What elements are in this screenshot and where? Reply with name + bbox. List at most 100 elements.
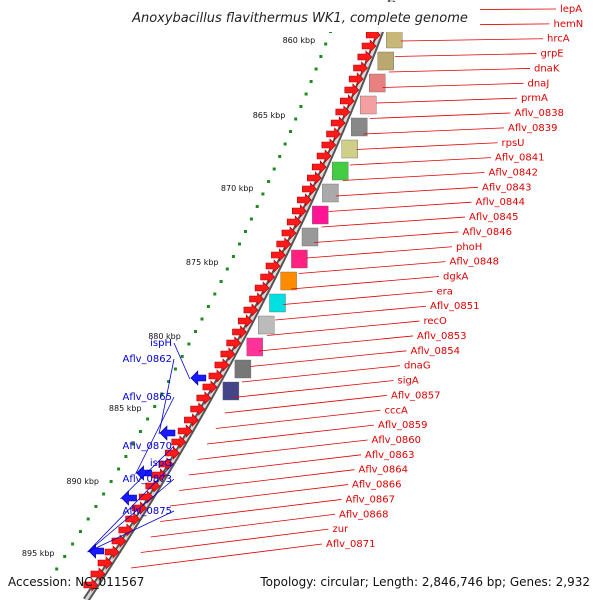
tick-dot (289, 130, 292, 133)
forward-gene-arrow (335, 105, 351, 119)
label-leader (349, 157, 492, 166)
tick-dot (278, 155, 282, 158)
forward-gene-arrow (190, 402, 206, 416)
forward-gene-arrow (202, 380, 218, 394)
label-leader (224, 394, 388, 414)
gene-label-forward: Aflv_0868 (339, 509, 389, 520)
label-leader (173, 342, 191, 380)
tick-dot (167, 380, 171, 383)
forward-gene-arrow (286, 215, 302, 229)
label-leader (298, 261, 446, 274)
gene-label-forward: grpE (541, 49, 564, 60)
tick-dot (180, 355, 184, 358)
reverse-gene-arrow (136, 465, 152, 481)
gene-label-forward: Aflv_0846 (463, 227, 513, 238)
label-leader (369, 112, 511, 119)
label-leader (342, 172, 485, 181)
label-leader (233, 380, 394, 398)
label-leader (160, 499, 342, 522)
tick-dot (231, 255, 235, 258)
forward-gene-arrow (111, 534, 127, 548)
label-leader (382, 82, 524, 88)
gene-label-forward: dnaJ (528, 78, 550, 89)
gene-label-forward: cccA (385, 405, 408, 416)
forward-gene-arrow (104, 545, 120, 559)
gene-block (351, 117, 368, 137)
label-leader (215, 409, 381, 429)
kbp-label: 870 kbp (221, 184, 254, 193)
tick-dot (267, 180, 271, 183)
tick-dot (86, 517, 90, 521)
tick-dot (153, 405, 157, 408)
tick-dot (55, 567, 59, 571)
gene-label-forward: era (437, 286, 453, 297)
forward-gene-arrow (330, 116, 346, 130)
forward-gene-arrow (265, 259, 281, 273)
gene-label-forward: Aflv_0853 (417, 331, 467, 342)
tick-dot (249, 217, 253, 221)
label-leader (150, 513, 336, 538)
gene-block (322, 183, 339, 203)
forward-gene-arrow (281, 226, 297, 240)
forward-gene-arrow (276, 237, 292, 251)
gene-block (301, 227, 319, 247)
forward-gene-arrow (232, 325, 247, 339)
reverse-gene-arrow (121, 490, 137, 506)
tick-dot (238, 242, 241, 246)
forward-gene-arrow (292, 204, 307, 218)
kbp-label: 885 kbp (109, 404, 142, 413)
forward-gene-arrow (90, 567, 106, 581)
forward-gene-arrow (297, 193, 312, 207)
topology-text: Topology: circular; Length: 2,846,746 bp… (259, 575, 590, 589)
forward-gene-arrow (226, 336, 242, 350)
tick-dot (324, 42, 328, 46)
kbp-label: 880 kbp (148, 332, 181, 341)
forward-gene-arrow (214, 358, 230, 372)
label-leader (197, 439, 368, 460)
tick-dot (294, 117, 298, 121)
gene-label-reverse: Aflv_0873 (122, 474, 172, 485)
gene-label-forward: dnaK (534, 63, 560, 74)
forward-gene-arrow (353, 61, 368, 75)
gene-block (291, 249, 308, 269)
tick-dot (173, 367, 177, 371)
label-leader (135, 396, 175, 475)
forward-gene-arrow (177, 424, 193, 438)
forward-gene-arrow (361, 39, 377, 53)
label-leader (388, 68, 531, 73)
forward-gene-arrow (152, 468, 167, 482)
tick-dot (283, 142, 287, 146)
tick-dot (304, 92, 308, 96)
forward-gene-arrow (249, 292, 264, 306)
forward-gene-arrow (165, 446, 180, 460)
forward-gene-arrow (118, 523, 134, 537)
gene-label-forward: Aflv_0857 (391, 390, 441, 401)
gene-block (312, 205, 329, 225)
forward-gene-arrow (237, 314, 253, 328)
tick-dot (117, 467, 121, 471)
gene-label-forward: Aflv_0843 (482, 182, 532, 193)
gene-block (332, 161, 349, 181)
gene-label-forward: dgkA (443, 272, 468, 283)
tick-dot (139, 430, 142, 433)
gene-labels: lepA hemN hrcA grpE dnaK dnaJ prmA Aflv_0838 Afl… (122, 4, 583, 550)
tick-dot (213, 292, 217, 296)
tick-dot (160, 392, 164, 396)
label-leader (291, 276, 440, 290)
label-leader (321, 216, 466, 228)
label-leader (87, 462, 175, 553)
label-leader (169, 484, 349, 507)
gene-label-forward: prmA (521, 93, 548, 104)
gene-label-forward: dnaG (404, 361, 431, 372)
reverse-gene-arrow (88, 543, 104, 559)
gene-label-forward: Aflv_0864 (359, 465, 409, 476)
gene-label-reverse: ispH (150, 338, 172, 349)
gene-label-forward: lepA (560, 4, 582, 15)
tick-dot (71, 542, 75, 546)
gene-block (386, 29, 403, 49)
forward-gene-arrow (254, 281, 270, 295)
tick-dot (261, 192, 265, 196)
forward-gene-arrow (220, 347, 236, 361)
label-leader (188, 454, 362, 476)
